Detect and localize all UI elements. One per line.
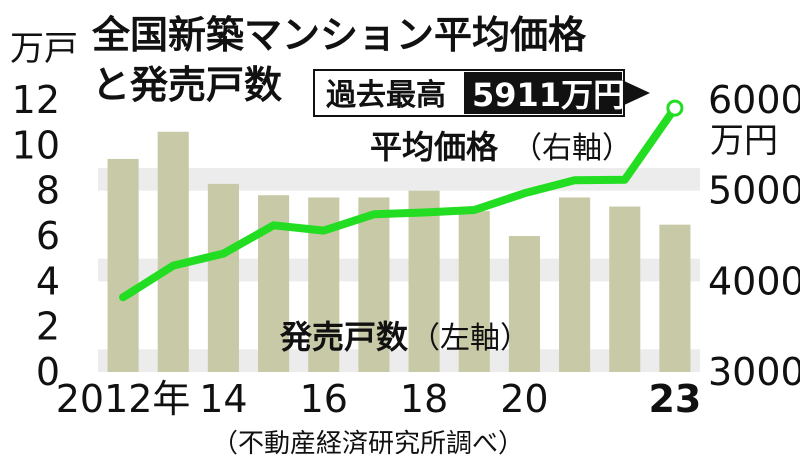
callout-label: 過去最高: [326, 78, 446, 113]
left-tick-label: 2: [36, 305, 60, 349]
bar-2012: [107, 158, 139, 372]
bar-2018: [408, 190, 440, 372]
bar-2022: [609, 206, 641, 372]
left-tick-label: 6: [36, 214, 60, 258]
right-tick-label: 6000: [708, 78, 800, 122]
x-tick-label: 20: [500, 377, 548, 421]
right-tick-label: 4000: [708, 259, 800, 303]
right-tick-label: 5000: [708, 169, 800, 213]
source-note: （不動産経済研究所調べ）: [212, 429, 524, 459]
record-point-marker: [666, 99, 684, 117]
price-series-axis-note: （右軸）: [512, 131, 632, 166]
left-tick-label: 10: [12, 123, 60, 167]
left-tick-label: 8: [36, 169, 60, 213]
background-bands: [98, 122, 700, 372]
record-callout: 過去最高 5911万円: [313, 69, 650, 117]
chart-title-line1: 全国新築マンション平均価格: [91, 13, 587, 57]
units-series-name: 発売戸数: [279, 318, 409, 356]
bar-2019: [458, 211, 490, 372]
x-tick-label: 23: [648, 377, 701, 421]
line-series: [119, 99, 684, 302]
left-axis-unit: 万戸: [10, 29, 78, 69]
bar-2023: [659, 224, 691, 372]
callout-value: 5911万円: [472, 76, 625, 114]
left-tick-label: 4: [36, 259, 60, 303]
bar-2017: [358, 197, 390, 372]
grid-band: [98, 349, 700, 372]
bar-2021: [559, 197, 591, 372]
bar-2014: [207, 183, 239, 372]
price-series-label: 平均価格 （右軸）: [370, 128, 632, 166]
x-tick-label: 14: [199, 377, 247, 421]
right-tick-label: 3000: [708, 350, 800, 394]
left-tick-label: 12: [12, 78, 60, 122]
right-axis-unit: 万円: [710, 121, 778, 161]
grid-band-gap: [98, 122, 700, 146]
units-series-axis-note: （左軸）: [410, 321, 530, 356]
callout-value-box: [464, 72, 622, 114]
x-tick-label: 18: [400, 377, 448, 421]
x-axis-ticks: 2012年 14 16 18 20 23: [56, 377, 702, 421]
price-series-name: 平均価格: [370, 128, 499, 166]
chart-title-line2: と発売戸数: [92, 63, 282, 107]
x-tick-label: 16: [300, 377, 348, 421]
callout-pointer: [622, 80, 650, 106]
bar-2020: [508, 236, 540, 372]
left-tick-label: 0: [36, 350, 60, 394]
bar-2013: [157, 131, 189, 372]
x-tick-label: 2012年: [56, 377, 191, 421]
units-series-label: 発売戸数 （左軸）: [279, 318, 530, 356]
right-axis-ticks: 3000 4000 5000 6000: [708, 78, 800, 394]
bar-series: [107, 131, 691, 372]
price-line: [119, 104, 679, 302]
grid-band: [98, 258, 700, 282]
